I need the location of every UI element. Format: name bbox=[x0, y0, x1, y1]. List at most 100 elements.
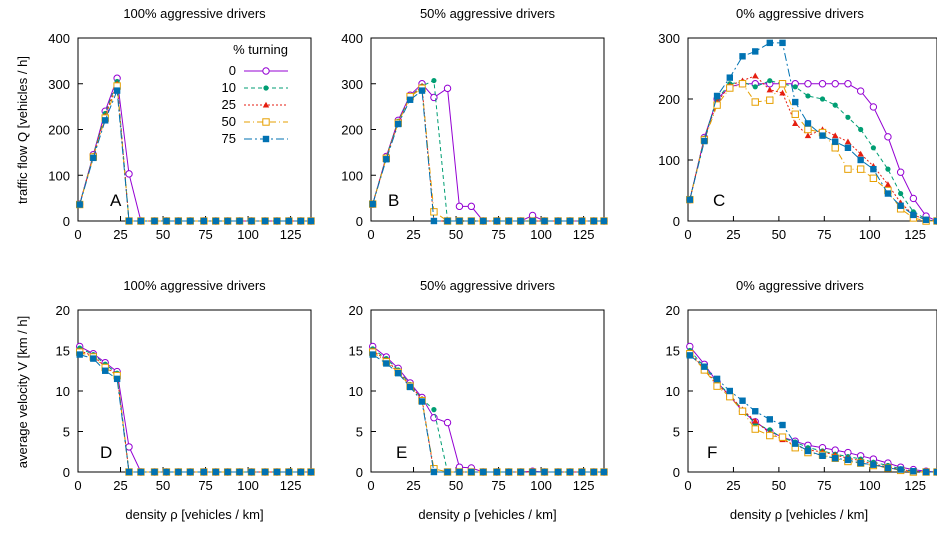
series-line bbox=[372, 354, 604, 473]
data-point bbox=[792, 98, 799, 106]
panel-title: 50% aggressive drivers bbox=[420, 278, 556, 293]
y-tick-label: 0 bbox=[673, 465, 680, 480]
y-tick-label: 0 bbox=[673, 214, 680, 229]
x-tick-label: 75 bbox=[817, 227, 831, 242]
series-75 bbox=[76, 351, 315, 476]
panel-letter: B bbox=[388, 191, 399, 210]
y-tick-label: 20 bbox=[349, 303, 363, 318]
series-75 bbox=[369, 87, 608, 225]
data-point bbox=[726, 392, 734, 401]
series-10 bbox=[687, 347, 937, 475]
data-point bbox=[922, 216, 930, 223]
panel-letter: D bbox=[100, 443, 112, 462]
y-tick-label: 20 bbox=[666, 303, 680, 318]
x-tick-label: 75 bbox=[491, 478, 505, 493]
data-point bbox=[845, 114, 851, 120]
data-point bbox=[307, 217, 315, 225]
data-point bbox=[819, 132, 826, 139]
data-point bbox=[844, 144, 852, 151]
x-tick-label: 25 bbox=[113, 227, 127, 242]
x-tick-label: 50 bbox=[449, 478, 463, 493]
data-point bbox=[590, 468, 597, 476]
series-75 bbox=[369, 351, 608, 476]
data-point bbox=[125, 468, 133, 476]
series-10 bbox=[370, 77, 607, 224]
data-point bbox=[713, 375, 721, 383]
data-point bbox=[430, 414, 438, 422]
legend-title: % turning bbox=[233, 42, 288, 57]
y-tick-label: 100 bbox=[341, 168, 363, 183]
data-point bbox=[832, 455, 839, 462]
data-point bbox=[261, 217, 269, 225]
x-tick-label: 125 bbox=[573, 478, 595, 493]
data-point bbox=[933, 468, 937, 476]
data-point bbox=[113, 87, 121, 94]
panel-e: 50% aggressive drivers 0 5 10 15 20 0 25 50 75 100… bbox=[349, 278, 608, 522]
data-point bbox=[517, 468, 524, 476]
panel-title: 100% aggressive drivers bbox=[123, 6, 266, 21]
data-point bbox=[273, 217, 281, 225]
data-point bbox=[910, 211, 917, 219]
plot-frame bbox=[687, 37, 937, 222]
data-point bbox=[804, 120, 812, 127]
data-point bbox=[76, 351, 83, 358]
data-point bbox=[766, 39, 773, 47]
data-point bbox=[187, 217, 194, 225]
y-tick-label: 10 bbox=[349, 384, 363, 399]
series-75 bbox=[686, 352, 937, 476]
y-tick-label: 400 bbox=[48, 31, 70, 46]
data-point bbox=[819, 96, 826, 102]
data-point bbox=[805, 93, 811, 99]
data-point bbox=[505, 468, 512, 476]
data-point bbox=[285, 217, 293, 225]
x-tick-label: 100 bbox=[859, 227, 881, 242]
legend-label: 75 bbox=[222, 131, 236, 146]
y-tick-label: 300 bbox=[48, 77, 70, 92]
data-point bbox=[90, 154, 97, 162]
panel-title: 100% aggressive drivers bbox=[123, 278, 266, 293]
data-point bbox=[844, 138, 852, 145]
data-point bbox=[90, 355, 97, 362]
data-point bbox=[125, 443, 133, 451]
x-tick-label: 125 bbox=[904, 227, 926, 242]
data-point bbox=[909, 194, 918, 203]
data-point bbox=[187, 468, 194, 476]
data-point bbox=[200, 468, 208, 476]
y-tick-label: 300 bbox=[658, 31, 680, 46]
data-point bbox=[406, 383, 414, 391]
series-0 bbox=[686, 342, 937, 476]
data-point bbox=[686, 352, 694, 359]
data-point bbox=[554, 217, 562, 225]
data-point bbox=[212, 217, 219, 225]
plot-frame bbox=[370, 37, 605, 222]
data-point bbox=[248, 468, 255, 476]
data-point bbox=[480, 468, 487, 476]
plot-frame bbox=[77, 309, 312, 473]
data-point bbox=[418, 87, 426, 94]
data-point bbox=[578, 217, 586, 225]
x-axis-label: density ρ [vehicles / km] bbox=[125, 507, 263, 522]
series-line bbox=[372, 89, 604, 222]
data-point bbox=[541, 217, 548, 225]
x-tick-label: 100 bbox=[237, 478, 259, 493]
data-point bbox=[297, 217, 304, 225]
series-0 bbox=[369, 80, 608, 225]
x-tick-label: 50 bbox=[156, 227, 170, 242]
series-line bbox=[372, 348, 604, 473]
data-point bbox=[804, 125, 812, 134]
data-point bbox=[804, 447, 812, 455]
data-point bbox=[369, 200, 376, 208]
x-tick-label: 100 bbox=[530, 478, 552, 493]
panel-d: 100% aggressive drivers 0 5 10 15 20 0 25 50 75 10… bbox=[56, 278, 315, 522]
data-point bbox=[406, 96, 414, 103]
y-tick-label: 15 bbox=[666, 344, 680, 359]
data-point bbox=[713, 101, 721, 109]
data-point bbox=[856, 165, 865, 173]
data-point bbox=[430, 208, 438, 216]
data-point bbox=[102, 117, 109, 124]
data-point bbox=[578, 468, 586, 476]
data-point bbox=[297, 468, 304, 476]
data-point bbox=[224, 468, 231, 476]
data-point bbox=[480, 217, 487, 225]
